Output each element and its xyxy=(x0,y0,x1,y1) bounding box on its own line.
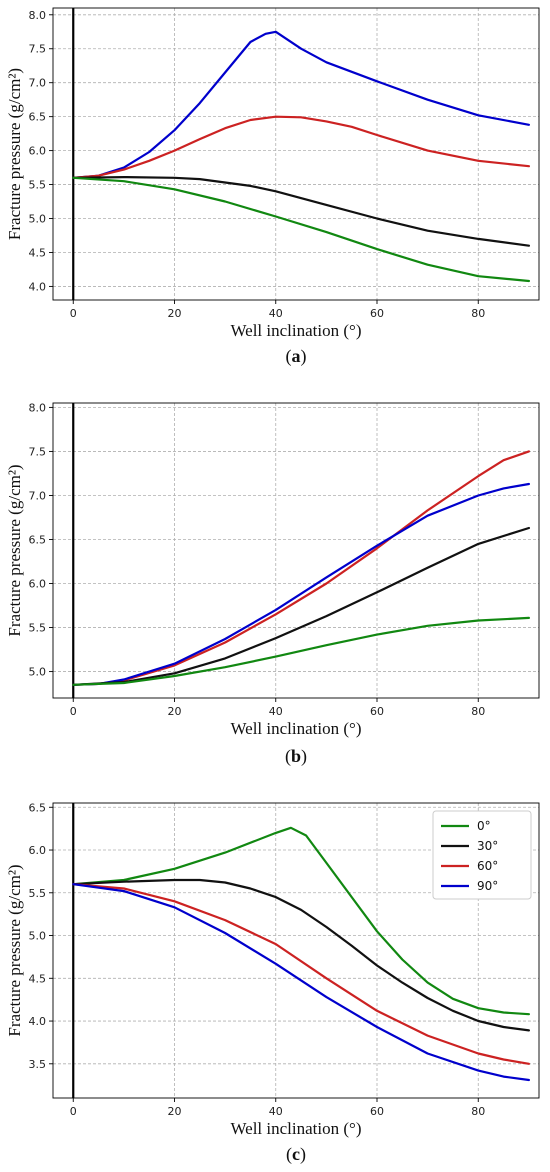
series-line-2 xyxy=(72,176,530,247)
y-tick-label: 6.0 xyxy=(29,844,47,857)
x-axis-title: Well inclination (°) xyxy=(230,1119,361,1138)
y-tick-label: 6.0 xyxy=(29,578,47,591)
y-tick-label: 6.0 xyxy=(29,145,47,158)
y-tick-label: 6.5 xyxy=(29,801,47,814)
x-tick-label: 0 xyxy=(70,705,77,718)
plot-frame xyxy=(52,7,540,301)
panel-letter: c xyxy=(292,1144,300,1164)
y-tick-label: 3.5 xyxy=(29,1058,47,1071)
x-axis-title: Well inclination (°) xyxy=(230,719,361,738)
y-tick-label: 7.5 xyxy=(29,445,47,458)
x-tick-label: 20 xyxy=(168,705,182,718)
x-tick-label: 60 xyxy=(370,1105,384,1118)
y-tick-label: 5.5 xyxy=(29,887,47,900)
plot-area xyxy=(53,403,539,698)
legend-label: 90° xyxy=(477,879,498,893)
x-tick-label: 80 xyxy=(471,307,485,320)
series-line-2 xyxy=(72,526,530,686)
x-tick-label: 20 xyxy=(168,1105,182,1118)
x-tick-label: 80 xyxy=(471,705,485,718)
chart-panel-b: 0 20 40 60 80 5.0 5.5 6.0 6.5 7.0 7.5 8.0 Well incli… xyxy=(5,401,540,767)
x-tick-label: 20 xyxy=(168,307,182,320)
y-tick-label: 4.5 xyxy=(29,246,47,259)
series-line-1 xyxy=(72,878,530,1032)
x-tick-label: 60 xyxy=(370,705,384,718)
x-tick-label: 80 xyxy=(471,1105,485,1118)
y-tick-label: 4.5 xyxy=(29,972,47,985)
y-tick-label: 7.0 xyxy=(29,77,47,90)
legend-label: 30° xyxy=(477,839,498,853)
plot-frame xyxy=(52,402,540,699)
series-line-1 xyxy=(72,115,530,179)
y-tick-label: 8.0 xyxy=(29,9,47,22)
y-axis-title: Fracture pressure (g/cm²) xyxy=(5,68,24,240)
chart-panel-a: 0 20 40 60 80 4.0 4.5 5.0 5.5 6.0 6.5 7.0 7.5 8.0 Well… xyxy=(5,7,540,367)
y-tick-label: 5.0 xyxy=(29,213,47,226)
series-line-1 xyxy=(72,482,530,686)
y-tick-label: 6.5 xyxy=(29,111,47,124)
panel-label: (c) xyxy=(286,1144,306,1165)
plot-frame xyxy=(52,802,540,1099)
y-axis-title: Fracture pressure (g/cm²) xyxy=(5,464,24,636)
x-axis-title: Well inclination (°) xyxy=(230,321,361,340)
y-tick-label: 5.5 xyxy=(29,179,47,192)
x-tick-label: 40 xyxy=(269,705,283,718)
legend: 0° 30° 60° 90° xyxy=(432,810,532,900)
y-tick-label: 4.0 xyxy=(29,280,47,293)
legend-label: 0° xyxy=(477,819,491,833)
x-tick-label: 40 xyxy=(269,307,283,320)
x-tick-label: 60 xyxy=(370,307,384,320)
legend-box xyxy=(432,810,532,900)
x-tick-label: 0 xyxy=(70,1105,77,1118)
panel-letter: b xyxy=(291,746,301,766)
x-tick-label: 40 xyxy=(269,1105,283,1118)
series-line-0 xyxy=(72,30,530,179)
chart-panel-c: 0 20 40 60 80 3.5 4.0 4.5 5.0 5.5 6.0 6.5 Well incli… xyxy=(5,801,540,1165)
legend-label: 60° xyxy=(477,859,498,873)
series-line-0 xyxy=(72,826,530,1016)
y-tick-label: 6.5 xyxy=(29,533,47,546)
y-axis-title: Fracture pressure (g/cm²) xyxy=(5,864,24,1036)
y-tick-label: 5.0 xyxy=(29,666,47,679)
plot-area xyxy=(53,8,539,300)
y-tick-label: 5.0 xyxy=(29,930,47,943)
y-tick-label: 7.0 xyxy=(29,489,47,502)
series-line-3 xyxy=(72,176,530,283)
y-tick-label: 5.5 xyxy=(29,622,47,635)
panel-label: (b) xyxy=(285,746,307,767)
panel-letter: a xyxy=(292,346,301,366)
series-line-2 xyxy=(72,883,530,1065)
x-tick-label: 0 xyxy=(70,307,77,320)
y-tick-label: 8.0 xyxy=(29,401,47,414)
panel-label: (a) xyxy=(286,346,307,367)
y-tick-label: 4.0 xyxy=(29,1015,47,1028)
series-line-3 xyxy=(72,883,530,1082)
y-tick-label: 7.5 xyxy=(29,43,47,56)
series-line-3 xyxy=(72,616,530,686)
